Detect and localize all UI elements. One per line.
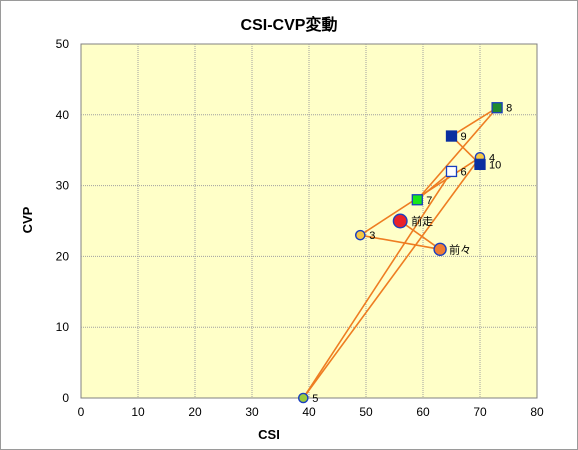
connecting-line <box>416 107 498 201</box>
point-6-marker <box>445 165 458 178</box>
y-tick-label: 10 <box>56 320 70 334</box>
x-tick-label: 20 <box>188 405 202 419</box>
point-3-label: 3 <box>369 230 375 242</box>
point-7-label: 7 <box>426 195 432 207</box>
x-tick-labels: 0 10 20 30 40 50 60 70 80 <box>78 405 544 419</box>
point-前走-marker <box>392 213 408 229</box>
x-tick-label: 60 <box>416 405 430 419</box>
point-3-marker <box>354 229 366 241</box>
point-8-marker <box>491 102 503 114</box>
x-tick-label: 80 <box>530 405 544 419</box>
point-10-marker <box>474 158 486 171</box>
connecting-line <box>302 171 453 399</box>
x-tick-label: 0 <box>78 405 85 419</box>
point-前走-label: 前走 <box>411 214 433 228</box>
x-tick-label: 70 <box>473 405 487 419</box>
chart-title: CSI-CVP変動 <box>240 17 338 34</box>
point-6-label: 6 <box>461 166 467 178</box>
point-5-marker <box>297 392 309 404</box>
point-5-label: 5 <box>312 393 318 405</box>
point-9-label: 9 <box>461 131 467 143</box>
y-tick-label: 0 <box>62 391 69 405</box>
x-tick-label: 30 <box>245 405 259 419</box>
y-tick-label: 30 <box>56 179 70 193</box>
point-8-label: 8 <box>506 103 512 115</box>
x-axis-label: CSI <box>258 427 280 442</box>
connecting-line <box>416 170 453 201</box>
x-tick-label: 10 <box>131 405 145 419</box>
y-tick-label: 50 <box>56 37 70 51</box>
data-markers <box>297 102 503 404</box>
point-7-marker <box>411 194 423 206</box>
x-tick-label: 40 <box>302 405 316 419</box>
point-10-label: 10 <box>489 159 501 171</box>
y-tick-labels: 0 10 20 30 40 50 <box>56 37 70 405</box>
connecting-line <box>302 156 481 399</box>
point-9-marker <box>445 130 458 142</box>
y-tick-label: 20 <box>56 249 70 263</box>
point-前々-label: 前々 <box>449 242 471 256</box>
connecting-line <box>451 107 498 137</box>
y-axis-label: CVP <box>20 206 35 233</box>
connecting-line <box>399 220 441 250</box>
grid <box>81 44 537 398</box>
point-前々-marker <box>433 242 447 257</box>
connecting-line <box>360 234 441 251</box>
point-4-label: 4 <box>489 152 495 164</box>
x-tick-label: 50 <box>359 405 373 419</box>
y-tick-label: 40 <box>56 108 70 122</box>
